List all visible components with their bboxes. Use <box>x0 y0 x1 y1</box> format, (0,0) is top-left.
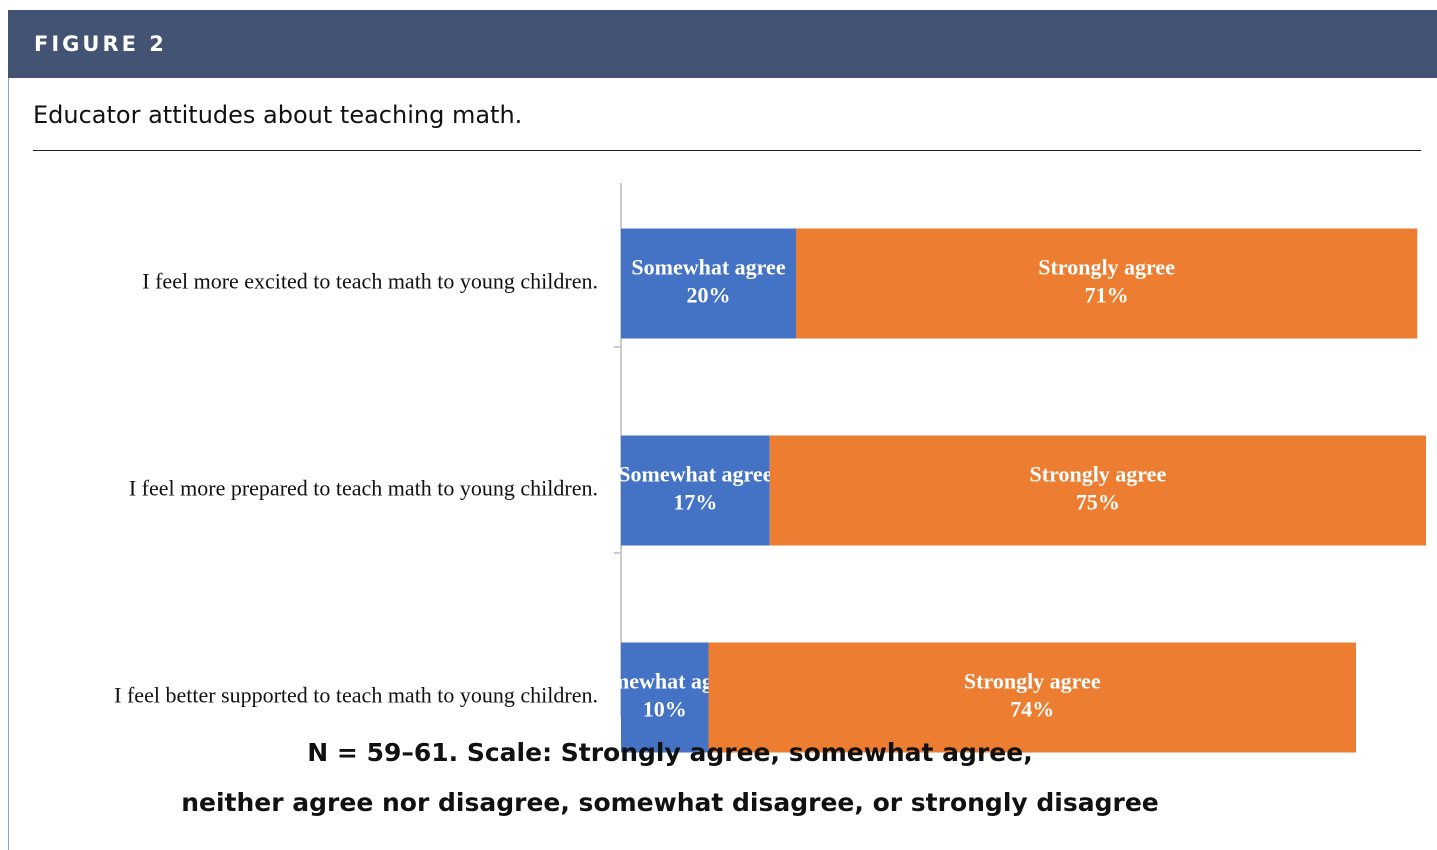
bar-segment <box>621 435 770 546</box>
data-label: 20% <box>687 283 731 308</box>
bar-segment <box>708 642 1356 753</box>
bar-segment <box>621 642 709 753</box>
data-label: 17% <box>673 490 717 515</box>
category-label: I feel more excited to teach math to you… <box>142 269 598 294</box>
segment-series-label: Strongly agree <box>964 669 1101 694</box>
bar-segment <box>621 228 796 339</box>
segment-series-label: Strongly agree <box>1038 255 1175 280</box>
category-label: I feel more prepared to teach math to yo… <box>129 476 598 501</box>
chart-title: Educator attitudes about teaching math. <box>33 101 523 129</box>
footnote: neither agree nor disagree, somewhat dis… <box>181 788 1159 817</box>
data-label: 74% <box>1010 697 1054 722</box>
category-label: I feel better supported to teach math to… <box>114 683 598 708</box>
data-label: 75% <box>1076 490 1120 515</box>
segment-series-label: Strongly agree <box>1030 462 1167 487</box>
segment-series-label: Somewhat agree <box>631 255 785 280</box>
segment-series-label: Somewhat agree <box>618 462 772 487</box>
data-label: 71% <box>1085 283 1129 308</box>
figure-label: FIGURE 2 <box>34 32 167 56</box>
footnote: N = 59–61. Scale: Strongly agree, somewh… <box>307 738 1033 767</box>
frame <box>8 10 1437 850</box>
bar-segment <box>796 228 1418 339</box>
header: FIGURE 2 <box>8 10 1437 78</box>
data-label: 10% <box>643 697 687 722</box>
divider <box>33 150 1421 151</box>
bar-segment <box>769 435 1426 546</box>
